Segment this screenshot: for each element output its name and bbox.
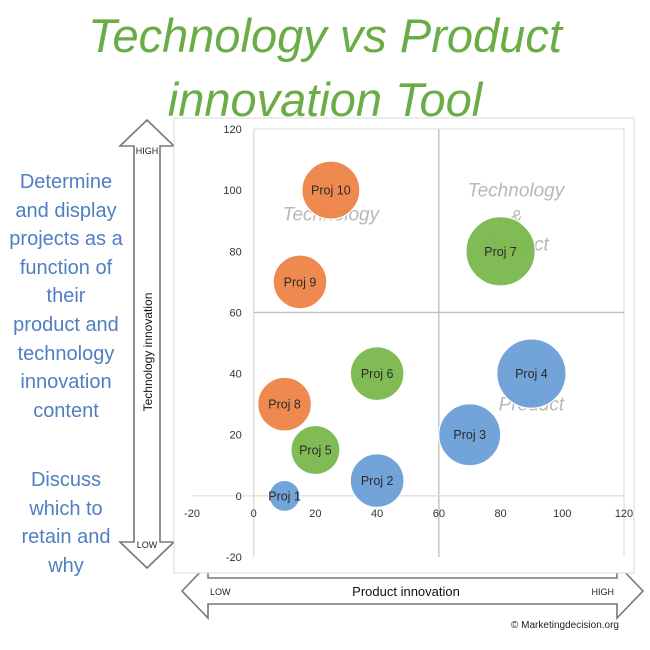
horizontal-arrow-high-label: HIGH <box>592 587 615 597</box>
y-tick-label: -20 <box>226 552 242 564</box>
bubble-proj-6 <box>349 346 405 402</box>
vertical-double-arrow <box>118 118 176 570</box>
plot-area <box>173 117 635 574</box>
bubble-proj-5 <box>290 424 341 476</box>
bubble-proj-1 <box>268 479 301 512</box>
bubble-proj-8 <box>257 376 313 432</box>
y-tick-label: 80 <box>229 246 241 258</box>
y-axis-title: Technology innovation <box>141 293 155 412</box>
vertical-arrow-low-label: LOW <box>137 540 158 550</box>
description-line: their <box>46 285 86 308</box>
discussion-line: Discuss <box>30 469 101 491</box>
bubble-proj-7 <box>465 216 536 287</box>
page-title-line-2: innovation Tool <box>167 73 483 126</box>
bubble-proj-10 <box>301 160 361 220</box>
bubble-label: Proj 6 <box>361 367 394 381</box>
grid-lines <box>192 128 625 557</box>
y-tick-label: 60 <box>229 307 241 319</box>
vertical-arrow-high-label: HIGH <box>136 146 159 156</box>
description-text: Determine and display projects as a func… <box>0 168 132 425</box>
y-tick-label: 100 <box>223 185 241 197</box>
y-tick-label: 40 <box>229 369 241 381</box>
bubble-proj-2 <box>349 453 405 509</box>
horizontal-arrow-low-label: LOW <box>210 587 231 597</box>
bubble-proj-4 <box>496 338 567 409</box>
discussion-text: Discuss which to retain and why <box>0 466 132 580</box>
copyright-text: © Marketingdecision.org <box>511 620 619 631</box>
page-title-line-1: Technology vs Product <box>88 9 562 62</box>
discussion-line: retain and <box>21 526 111 549</box>
description-line: Determine <box>19 171 113 193</box>
bubble-proj-9 <box>272 254 328 310</box>
discussion-line: why <box>48 554 84 577</box>
description-line: function of <box>19 256 113 279</box>
bubble-label: Proj 2 <box>361 474 394 488</box>
bubble-label: Proj 7 <box>484 245 517 259</box>
bubble-label: Proj 4 <box>515 367 548 381</box>
x-tick-label: 80 <box>494 508 506 520</box>
x-tick-label: 40 <box>371 508 383 520</box>
tick-labels: -20 0 20 40 60 80 100 120 -20 0 20 40 60 80 100 120 <box>184 124 633 564</box>
bubble-label: Proj 10 <box>311 184 351 198</box>
x-tick-label: -20 <box>184 508 200 520</box>
bubble-label: Proj 1 <box>268 489 301 503</box>
y-tick-label: 0 <box>236 491 242 503</box>
bubble-label: Proj 5 <box>299 444 332 458</box>
description-line: innovation <box>20 371 112 394</box>
x-tick-label: 60 <box>433 508 445 520</box>
x-tick-label: 0 <box>251 508 257 520</box>
x-axis-title: Product innovation <box>352 584 460 599</box>
bubble-proj-3 <box>438 403 502 467</box>
y-tick-label: 20 <box>229 430 241 442</box>
bubble-label: Proj 8 <box>268 398 301 412</box>
description-line: content <box>33 399 99 422</box>
description-line: product and <box>13 313 119 336</box>
bubble-label: Proj 3 <box>453 428 486 442</box>
description-line: projects as a <box>9 228 123 251</box>
discussion-line: which to <box>29 497 103 520</box>
description-line: technology <box>17 342 115 365</box>
x-tick-label: 120 <box>615 508 633 520</box>
quadrant-label-line: Technology <box>468 181 566 202</box>
description-line: and display <box>15 199 117 222</box>
bubble-label: Proj 9 <box>284 275 317 289</box>
bubbles: Proj 1 Proj 2 Proj 3 Proj 4 Proj 5 Proj 6 Proj… <box>257 160 567 512</box>
x-tick-label: 100 <box>553 508 571 520</box>
y-tick-label: 120 <box>223 124 241 136</box>
x-tick-label: 20 <box>309 508 321 520</box>
